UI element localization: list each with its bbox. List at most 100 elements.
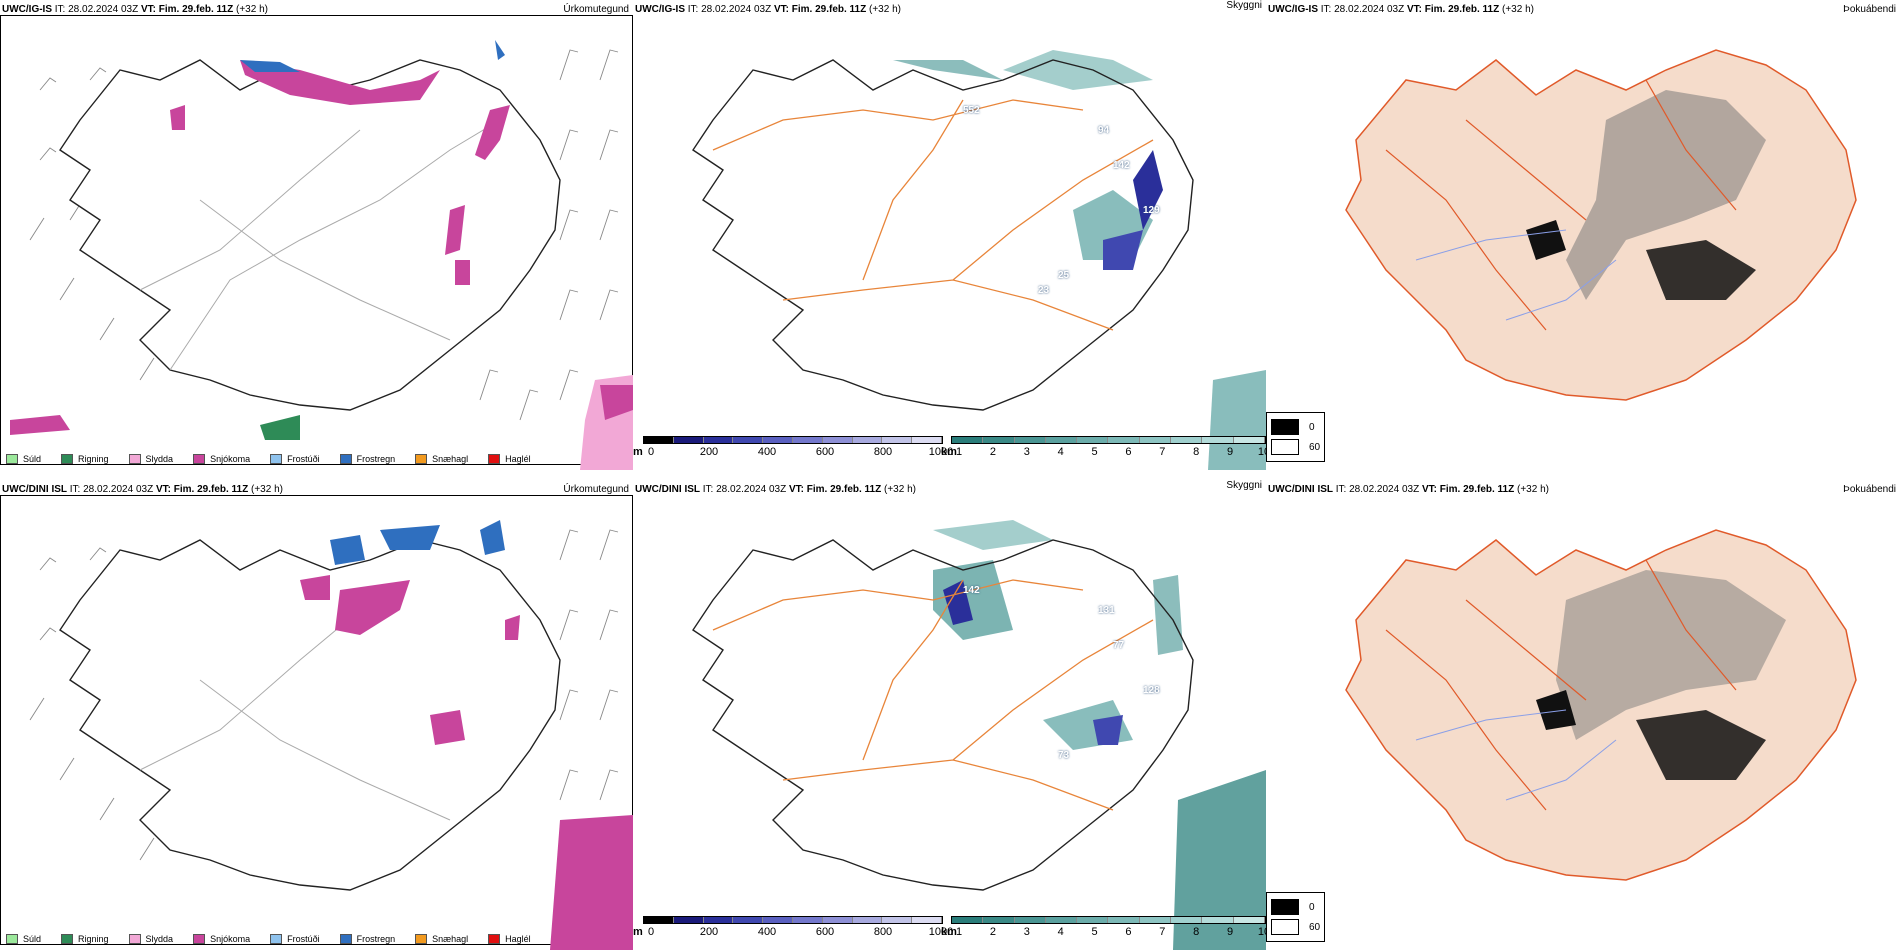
legend-label: Slydda [145,934,174,944]
fog-legend-swatch [1271,899,1299,915]
legend-swatch [488,934,501,944]
legend-swatch [61,934,74,944]
colorbar-cell [1233,917,1265,923]
fog-legend: 0 60 [1266,892,1326,942]
legend-label: Súld [23,454,42,464]
legend-item: Rigning [61,454,109,464]
iceland-fog-map [1345,529,1857,881]
colorbar-tick-label: 2 [989,446,996,458]
map-frame [0,15,633,465]
colorbar-cell [1014,437,1046,443]
colorbar-tick-label: 6 [1125,926,1132,938]
legend-label: Slydda [145,454,174,464]
legend-swatch [61,454,74,464]
colorbar-tick-label: 400 [757,446,777,458]
colorbar-tick-label: 200 [699,446,719,458]
legend-item: Súld [6,934,41,944]
colorbar-tick-label: 4 [1057,446,1064,458]
legend-label: Snjókoma [210,454,251,464]
cloud-label: 94 [1098,125,1110,136]
map-frame [0,495,633,945]
precip-panel-top: UWC/IG-IS IT: 28.02.2024 03Z VT: Fim. 29… [0,0,633,470]
legend-label: Frostregn [356,454,396,464]
colorbar-tick-label: 9 [1227,926,1234,938]
iceland-visibility-map [692,520,1266,950]
colorbar-tick-label: 7 [1159,926,1166,938]
panel-header: UWC/DINI ISL IT: 28.02.2024 03Z VT: Fim.… [1268,484,1549,495]
cloud-label: 142 [963,585,980,596]
colorbar-tick-label: 600 [815,446,835,458]
colorbar-tick-label: 2 [989,926,996,938]
visibility-m-colorbar: m 0 200 400 600 800 1000 [633,916,953,938]
legend-swatch [415,934,428,944]
legend-swatch [270,454,283,464]
legend-label: Snæhagl [432,454,469,464]
colorbar-cell [1108,917,1140,923]
colorbar-cell [763,437,793,443]
iceland-outline [59,539,561,891]
legend-swatch [128,454,141,464]
colorbar-cell [733,917,764,923]
fog-legend-row: 60 [1271,437,1320,457]
colorbar-cell [1045,437,1078,443]
iceland-outline [692,539,1194,891]
colorbar-cell [1108,437,1140,443]
colorbar-cell [763,917,793,923]
colorbar-tick-label: 3 [1023,446,1030,458]
legend-swatch [270,934,283,944]
colorbar-cell [1045,917,1078,923]
colorbar-cell [673,437,704,443]
colorbar-tick-label: 400 [757,926,777,938]
colorbar-cell [1139,437,1172,443]
legend-item: Snæhagl [415,454,468,464]
colorbar-cell [882,917,913,923]
colorbar-cell [822,917,853,923]
legend-item: Frostúði [270,454,320,464]
visibility-km-colorbar: km1 2 3 4 5 6 7 8 9 10 [941,436,1266,458]
iceland-visibility-map [692,50,1266,470]
legend-item: Snjókoma [193,454,250,464]
panel-header: UWC/DINI ISL IT: 28.02.2024 03Z VT: Fim.… [2,484,283,495]
roads [712,99,1154,331]
legend-swatch [6,934,18,944]
colorbar-cell [952,437,984,443]
colorbar-strip [643,916,943,924]
colorbar-cell [703,917,734,923]
legend-swatch [128,934,141,944]
colorbar-tick-label: 1 [955,926,963,938]
colorbar-cell [912,437,942,443]
colorbar-cell [792,437,823,443]
legend-item: Súld [6,454,41,464]
precip-panel-bottom: UWC/DINI ISL IT: 28.02.2024 03Z VT: Fim.… [0,480,633,950]
precip-areas [10,40,633,470]
colorbar-cell [952,917,984,923]
fog-legend-row: 0 [1271,897,1320,917]
legend-item: Rigning [61,934,109,944]
legend-label: Haglél [505,454,531,464]
colorbar-tick-label: 3 [1023,926,1030,938]
legend-item: Frostregn [339,454,396,464]
colorbar-cell [822,437,853,443]
panel-title: Úrkomutegund [563,4,629,15]
colorbar-cell [983,437,1015,443]
colorbar-cell [644,917,674,923]
panel-title: Þokuábendi [1843,4,1896,15]
iceland-outline [692,59,1194,411]
colorbar-cell [1171,917,1203,923]
cloud-label: 73 [1058,750,1070,761]
precip-legend: Súld Rigning Slydda Snjókoma Frostúði Frostre… [6,454,531,464]
colorbar-tick-label: 5 [1091,926,1098,938]
colorbar-tick-label: 200 [699,926,719,938]
colorbar-unit: m [633,926,643,938]
colorbar-tick-label: 800 [873,926,893,938]
legend-item: Haglél [488,934,531,944]
colorbar-cell [852,917,883,923]
colorbar-strip [951,436,1266,444]
fog-legend-row: 0 [1271,417,1320,437]
colorbar-tick-label: 0 [647,926,655,938]
legend-label: Snjókoma [210,934,251,944]
cloud-label: 142 [1113,160,1130,171]
cloud-label: 128 [1143,685,1160,696]
colorbar-tick-label: 10 [1257,926,1266,938]
legend-label: Súld [23,934,42,944]
